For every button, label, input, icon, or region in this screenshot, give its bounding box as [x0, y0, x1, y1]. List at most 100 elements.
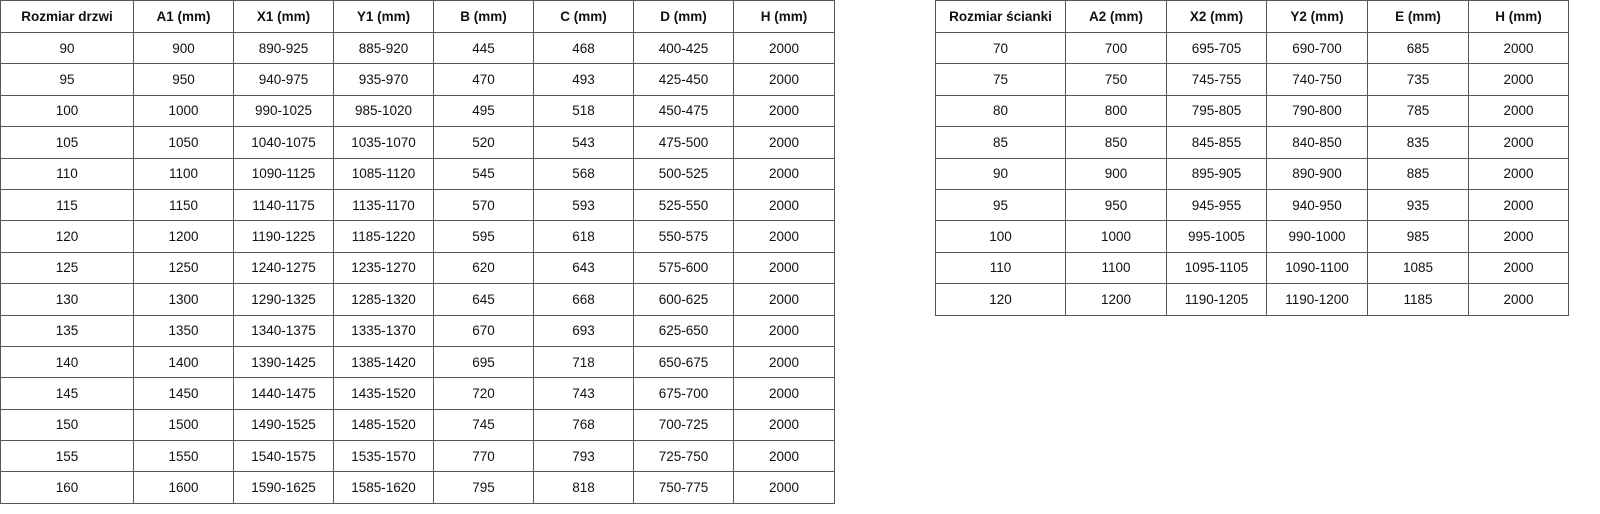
table-cell: 100: [0, 94, 134, 128]
table-cell: 2000: [1468, 220, 1569, 253]
table-cell: 1450: [133, 377, 234, 410]
table-cell: 1150: [133, 188, 234, 222]
table-row: 70 700 695-705 690-700 685 2000: [935, 31, 1569, 65]
table-cell: 2000: [733, 471, 835, 504]
table-cell: 795-805: [1166, 94, 1267, 128]
table-cell: 543: [533, 126, 634, 159]
table-cell: 570: [433, 188, 534, 222]
table-cell: 2000: [1468, 63, 1569, 96]
table-cell: 575-600: [633, 251, 734, 285]
column-header: A1 (mm): [133, 0, 234, 33]
table-cell: 75: [935, 63, 1066, 96]
table-cell: 140: [0, 345, 134, 379]
table-cell: 950: [133, 63, 234, 96]
table-cell: 85: [935, 126, 1066, 159]
table-cell: 2000: [733, 377, 835, 410]
table-row: 110 1100 1090-1125 1085-1120 545 568 500-525 20…: [0, 157, 835, 190]
column-header: H (mm): [733, 0, 835, 33]
table-cell: 1200: [133, 220, 234, 253]
table-cell: 725-750: [633, 440, 734, 473]
table-row: 90 900 890-925 885-920 445 468 400-425 2000: [0, 31, 835, 65]
table-cell: 1190-1200: [1266, 283, 1368, 316]
table-cell: 1335-1370: [333, 314, 434, 347]
table-row: 95 950 940-975 935-970 470 493 425-450 2000: [0, 63, 835, 96]
table-cell: 2000: [733, 157, 835, 190]
table-cell: 1095-1105: [1166, 251, 1267, 285]
table-cell: 1200: [1065, 283, 1167, 316]
table-cell: 940-950: [1266, 188, 1368, 222]
table-cell: 790-800: [1266, 94, 1368, 128]
table-cell: 1090-1125: [233, 157, 334, 190]
table-cell: 80: [935, 94, 1066, 128]
table-cell: 593: [533, 188, 634, 222]
table-cell: 995-1005: [1166, 220, 1267, 253]
column-header: E (mm): [1367, 0, 1469, 33]
table-cell: 90: [935, 157, 1066, 190]
column-header: Rozmiar ścianki: [935, 0, 1066, 33]
table-row: 100 1000 995-1005 990-1000 985 2000: [935, 220, 1569, 253]
table-cell: 110: [0, 157, 134, 190]
table-cell: 670: [433, 314, 534, 347]
table-cell: 1240-1275: [233, 251, 334, 285]
table-cell: 1100: [133, 157, 234, 190]
table-cell: 1400: [133, 345, 234, 379]
column-header: Y2 (mm): [1266, 0, 1368, 33]
table-cell: 890-900: [1266, 157, 1368, 190]
table-cell: 568: [533, 157, 634, 190]
table-cell: 1390-1425: [233, 345, 334, 379]
table-cell: 750: [1065, 63, 1167, 96]
table-cell: 100: [935, 220, 1066, 253]
table-cell: 650-675: [633, 345, 734, 379]
table-cell: 2000: [733, 220, 835, 253]
table-cell: 2000: [1468, 283, 1569, 316]
table-cell: 795: [433, 471, 534, 504]
table-cell: 750-775: [633, 471, 734, 504]
table-cell: 2000: [733, 283, 835, 316]
table-cell: 935-970: [333, 63, 434, 96]
table-cell: 618: [533, 220, 634, 253]
table-row: 80 800 795-805 790-800 785 2000: [935, 94, 1569, 128]
table-cell: 1535-1570: [333, 440, 434, 473]
table-cell: 2000: [733, 440, 835, 473]
table-row: 75 750 745-755 740-750 735 2000: [935, 63, 1569, 96]
table-cell: 990-1025: [233, 94, 334, 128]
table-cell: 2000: [1468, 251, 1569, 285]
table-cell: 900: [133, 31, 234, 65]
table-cell: 125: [0, 251, 134, 285]
table-cell: 135: [0, 314, 134, 347]
table-cell: 1340-1375: [233, 314, 334, 347]
table-cell: 695-705: [1166, 31, 1267, 65]
table-row: 135 1350 1340-1375 1335-1370 670 693 625-650 20…: [0, 314, 835, 347]
table-cell: 145: [0, 377, 134, 410]
table-cell: 1540-1575: [233, 440, 334, 473]
table-cell: 1385-1420: [333, 345, 434, 379]
table-cell: 643: [533, 251, 634, 285]
table-cell: 745-755: [1166, 63, 1267, 96]
table-cell: 425-450: [633, 63, 734, 96]
table-cell: 2000: [1468, 157, 1569, 190]
door-size-table: Rozmiar drzwi A1 (mm) X1 (mm) Y1 (mm) B (mm)…: [0, 0, 835, 504]
table-cell: 1000: [1065, 220, 1167, 253]
table-cell: 2000: [733, 408, 835, 442]
table-cell: 685: [1367, 31, 1469, 65]
table-cell: 985: [1367, 220, 1469, 253]
table-cell: 740-750: [1266, 63, 1368, 96]
table-cell: 1040-1075: [233, 126, 334, 159]
column-header: X1 (mm): [233, 0, 334, 33]
table-cell: 2000: [1468, 126, 1569, 159]
table-cell: 1085-1120: [333, 157, 434, 190]
table-cell: 1490-1525: [233, 408, 334, 442]
table-cell: 1600: [133, 471, 234, 504]
table-cell: 1100: [1065, 251, 1167, 285]
table-cell: 150: [0, 408, 134, 442]
table-cell: 1285-1320: [333, 283, 434, 316]
table-cell: 645: [433, 283, 534, 316]
table-row: 100 1000 990-1025 985-1020 495 518 450-475 2000: [0, 94, 835, 128]
table-cell: 985-1020: [333, 94, 434, 128]
table-cell: 130: [0, 283, 134, 316]
table-cell: 793: [533, 440, 634, 473]
table-cell: 735: [1367, 63, 1469, 96]
table-cell: 2000: [733, 126, 835, 159]
table-cell: 600-625: [633, 283, 734, 316]
column-header: C (mm): [533, 0, 634, 33]
